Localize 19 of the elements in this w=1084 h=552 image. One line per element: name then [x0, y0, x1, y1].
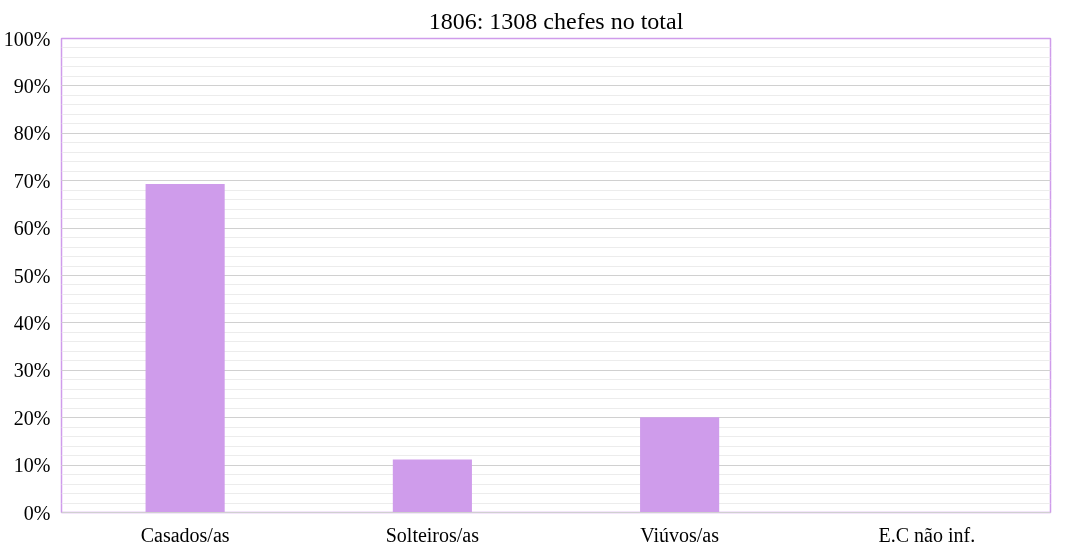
y-tick-label: 50%	[13, 264, 51, 287]
x-tick-label: Viúvos/as	[640, 523, 720, 546]
y-tick-label: 60%	[13, 217, 51, 240]
y-tick-label: 10%	[13, 454, 51, 477]
x-tick-label: Casados/as	[140, 523, 230, 546]
y-tick-label: 20%	[13, 406, 51, 429]
chart-title: 1806: 1308 chefes no total	[428, 7, 684, 34]
y-tick-label: 40%	[13, 311, 51, 334]
y-tick-label: 100%	[3, 27, 51, 50]
y-tick-label: 0%	[23, 501, 51, 524]
bar	[392, 459, 472, 513]
x-tick-label: E.C não inf.	[878, 523, 976, 546]
x-tick-label: Solteiros/as	[385, 523, 480, 546]
bar	[640, 417, 720, 513]
y-tick-label: 80%	[13, 122, 51, 145]
y-tick-label: 30%	[13, 359, 51, 382]
y-tick-label: 90%	[13, 74, 51, 97]
y-tick-label: 70%	[13, 169, 51, 192]
bar	[145, 184, 225, 513]
